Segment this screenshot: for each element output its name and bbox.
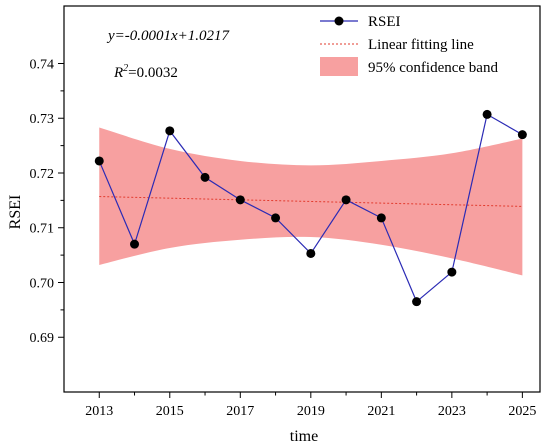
legend: RSEI Linear fitting line 95% confidence …	[320, 14, 498, 76]
rsei-data-point-2020	[341, 195, 351, 205]
x-tick-label-2021: 2021	[367, 404, 395, 419]
rsei-data-point-2013	[94, 156, 104, 166]
confidence-band-area	[99, 127, 523, 276]
rsei-data-point-2018	[271, 213, 281, 223]
legend-rsei-label: RSEI	[368, 14, 401, 30]
fit-equation-text: y=-0.0001x+1.0217	[106, 28, 231, 44]
fit-line-layer	[99, 196, 523, 207]
y-tick-label-2: 0.71	[30, 222, 55, 237]
confidence-band-layer	[99, 127, 523, 276]
x-tick-label-2025: 2025	[508, 404, 536, 419]
rsei-data-point-2015	[165, 126, 175, 136]
x-axis-title: time	[290, 428, 318, 445]
rsei-data-point-2025	[517, 130, 527, 140]
fit-equation: y=-0.0001x+1.0217 R2=0.0032	[106, 28, 231, 81]
legend-band-label: 95% confidence band	[368, 60, 498, 76]
rsei-data-point-2021	[376, 213, 386, 223]
legend-item-rsei: RSEI	[320, 14, 401, 30]
x-axis: 2013 2015 2017 2019 2021 2023 2025	[85, 392, 536, 419]
rsei-data-point-2023	[447, 267, 457, 277]
y-tick-label-0: 0.69	[30, 331, 55, 346]
r-squared-superscript: 2	[123, 63, 128, 74]
rsei-data-point-2022	[412, 297, 422, 307]
series-layer	[94, 109, 527, 307]
x-tick-label-2023: 2023	[438, 404, 466, 419]
r-squared-value: =0.0032	[128, 65, 178, 81]
rsei-data-point-2019	[306, 248, 316, 258]
y-axis: 0.69 0.70 0.71 0.72 0.73 0.74	[30, 57, 64, 346]
rsei-data-point-2016	[200, 172, 210, 182]
y-tick-label-1: 0.70	[30, 276, 55, 291]
r-squared-text: R2=0.0032	[113, 63, 178, 81]
legend-band-swatch	[320, 57, 358, 76]
x-tick-label-2015: 2015	[156, 404, 184, 419]
x-tick-label-2013: 2013	[85, 404, 113, 419]
legend-fit-label: Linear fitting line	[368, 37, 474, 53]
legend-rsei-marker	[334, 16, 344, 26]
r-squared-symbol: R	[113, 65, 123, 81]
x-tick-label-2019: 2019	[297, 404, 325, 419]
rsei-data-point-2014	[130, 239, 140, 249]
legend-item-band: 95% confidence band	[320, 57, 498, 76]
rsei-data-point-2024	[482, 109, 492, 119]
y-axis-title: RSEI	[7, 195, 24, 230]
y-tick-label-3: 0.72	[30, 167, 55, 182]
y-tick-label-4: 0.73	[30, 112, 55, 127]
y-tick-label-5: 0.74	[30, 57, 55, 72]
plot-frame	[63, 5, 541, 393]
rsei-data-point-2017	[235, 195, 245, 205]
legend-item-fit: Linear fitting line	[320, 37, 474, 53]
x-tick-label-2017: 2017	[226, 404, 254, 419]
linear-fit-line	[99, 196, 523, 207]
